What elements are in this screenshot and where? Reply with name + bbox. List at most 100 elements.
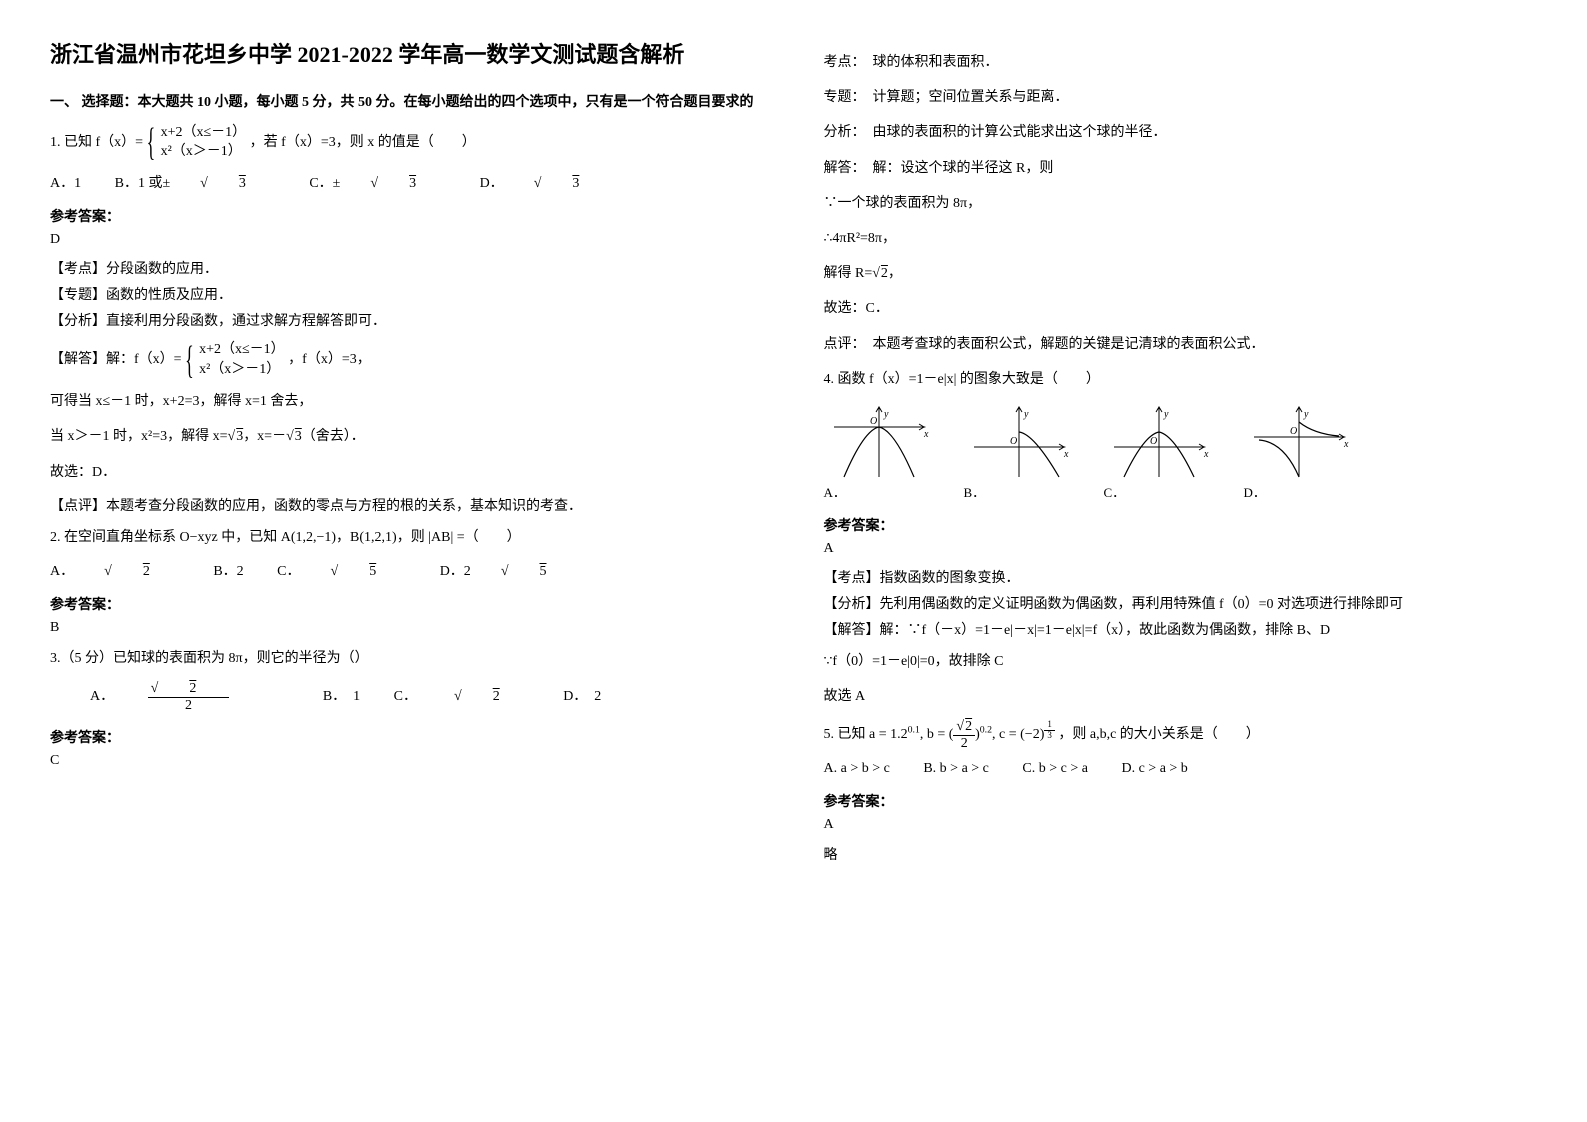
q5-b-exp: 0.2	[980, 725, 992, 736]
q3-answer-label: 参考答案：	[50, 727, 764, 747]
q1-options: A．1 B．1 或±3 C．±3 D．3	[50, 172, 764, 192]
q3-step2: ∴4πR²=8π，	[824, 226, 1538, 251]
q2-opt-c-pre: C．	[277, 564, 300, 579]
q3-dianping: 点评： 本题考查球的表面积公式，解题的关键是记清球的表面积公式．	[824, 332, 1538, 357]
q3-so: 故选：C．	[824, 296, 1538, 321]
q2-opt-d-pre: D．2	[440, 564, 471, 579]
q4-graph-a: y x O A．	[824, 402, 934, 501]
q4-graph-b: y x O B．	[964, 402, 1074, 501]
sqrt-icon	[872, 266, 880, 281]
q1-jd-lead: 【解答】解：f（x）=	[50, 352, 182, 367]
q2-opt-a-pre: A．	[50, 564, 74, 579]
left-column: 浙江省温州市花坦乡中学 2021-2022 学年高一数学文测试题含解析 一、 选…	[50, 40, 764, 878]
q2-options: A．2 B．2 C． 5 D．2 5	[50, 560, 764, 580]
q5-b-frac: 22	[953, 719, 975, 751]
sqrt-icon	[534, 176, 542, 191]
q1-jd-piece-b: x²（x＞－1）	[199, 360, 285, 380]
q1-jd-piecewise: x+2（x≤－1） x²（x＞－1）	[185, 340, 285, 379]
q5-tail: ，则 a,b,c 的大小关系是（ ）	[1058, 727, 1259, 742]
q2-opt-d-sqrt: 5	[539, 564, 547, 580]
q3-step3-sqrt: 2	[880, 261, 888, 286]
q3-opt-d: D． 2	[563, 689, 601, 704]
q1-step2: 当 x＞－1 时，x²=3，解得 x=3，x=－3（舍去）．	[50, 424, 764, 449]
q1-lead: 1. 已知 f（x）=	[50, 135, 143, 150]
q1-stem: 1. 已知 f（x）= x+2（x≤－1） x²（x＞－1） ，若 f（x）=3…	[50, 123, 764, 162]
q1-piece-a: x+2（x≤－1）	[161, 123, 247, 143]
q1-jd-piece-a: x+2（x≤－1）	[199, 340, 285, 360]
graph-b-svg: y x O	[964, 402, 1074, 482]
q4-jieda: 【解答】解：∵f（－x）=1－e|－x|=1－e|x|=f（x），故此函数为偶函…	[824, 619, 1538, 639]
q3-options: A． 2 2 B． 1 C． 2 D． 2	[50, 681, 764, 713]
q1-step2-b: ，x=－	[243, 429, 286, 444]
sqrt-icon	[454, 689, 462, 704]
q1-opt-b-sqrt: 3	[238, 176, 246, 192]
q2-answer-label: 参考答案：	[50, 594, 764, 614]
q5-opt-c: C. b > c > a	[1022, 761, 1088, 776]
q1-opt-d-sqrt: 3	[571, 176, 579, 192]
q5-answer: A	[824, 817, 1538, 833]
q1-piecewise: x+2（x≤－1） x²（x＞－1）	[147, 123, 247, 162]
q1-opt-c-pre: C．±	[309, 176, 340, 191]
right-column: 考点： 球的体积和表面积． 专题： 计算题；空间位置关系与距离． 分析： 由球的…	[824, 40, 1538, 878]
q1-fenxi: 【分析】直接利用分段函数，通过求解方程解答即可．	[50, 310, 764, 330]
q2-opt-a: A．2	[50, 564, 183, 579]
q4-stem: 4. 函数 f（x）=1－e|x| 的图象大致是（ ）	[824, 367, 1538, 392]
q4-label-b: B．	[964, 485, 986, 500]
q1-step2-c: （舍去）．	[302, 429, 365, 444]
q2-stem: 2. 在空间直角坐标系 O−xyz 中，已知 A(1,2,−1)，B(1,2,1…	[50, 525, 764, 550]
svg-text:x: x	[923, 429, 929, 440]
q3-opt-a-frac: 2 2	[148, 681, 260, 713]
q3-opt-a-num: 2	[148, 681, 230, 697]
sqrt-icon	[331, 564, 339, 579]
q4-so: 故选 A	[824, 684, 1538, 709]
q1-piece-b: x²（x＞－1）	[161, 142, 247, 162]
q4-label-d: D．	[1244, 485, 1266, 500]
q2-answer: B	[50, 620, 764, 636]
q1-kaodian: 【考点】分段函数的应用．	[50, 258, 764, 278]
q5-opt-d: D. c > a > b	[1121, 761, 1187, 776]
svg-text:x: x	[1343, 439, 1349, 450]
svg-text:y: y	[1023, 409, 1029, 420]
sqrt-icon	[956, 719, 964, 734]
q4-answer-label: 参考答案：	[824, 515, 1538, 535]
sqrt-icon	[228, 429, 236, 444]
svg-text:O: O	[1010, 436, 1017, 447]
q4-label-a: A．	[824, 485, 846, 500]
q5-a: a = 1.20.1	[869, 727, 920, 742]
q3-answer: C	[50, 753, 764, 769]
q3-step3: 解得 R=2，	[824, 261, 1538, 286]
q1-tail: ，若 f（x）=3，则 x 的值是（ ）	[250, 135, 476, 150]
sqrt-icon	[501, 564, 509, 579]
q5-lead: 5. 已知	[824, 727, 866, 742]
svg-text:O: O	[870, 416, 877, 427]
graph-c-svg: y x O	[1104, 402, 1214, 482]
q3-zhuanti: 专题： 计算题；空间位置关系与距离．	[824, 85, 1538, 110]
q1-opt-c-sqrt: 3	[408, 176, 416, 192]
q4-graph-d: y x O D．	[1244, 402, 1354, 501]
q3-kaodian: 考点： 球的体积和表面积．	[824, 50, 1538, 75]
q5-answer-label: 参考答案：	[824, 791, 1538, 811]
q3-opt-a-den: 2	[148, 698, 230, 713]
q4-step1: ∵f（0）=1－e|0|=0，故排除 C	[824, 649, 1538, 674]
q2-opt-b: B．2	[213, 564, 243, 579]
sqrt-icon	[286, 429, 294, 444]
q5-note: 略	[824, 843, 1538, 868]
sqrt-icon	[104, 564, 112, 579]
q4-label-c: C．	[1104, 485, 1126, 500]
q5-a-exp: 0.1	[908, 725, 920, 736]
q2-opt-c: C． 5	[277, 564, 410, 579]
q5-c-pre: , c = (−2)	[992, 727, 1044, 742]
q4-answer: A	[824, 541, 1538, 557]
sqrt-icon	[200, 176, 208, 191]
q5-b-num-sqrt: 2	[964, 719, 972, 734]
q2-opt-c-sqrt: 5	[368, 564, 376, 580]
q1-step2-a: 当 x＞－1 时，x²=3，解得 x=	[50, 429, 228, 444]
svg-text:y: y	[1163, 409, 1169, 420]
q1-so: 故选：D．	[50, 460, 764, 485]
q1-step2-sqrt2: 3	[294, 424, 302, 449]
svg-text:O: O	[1150, 436, 1157, 447]
q4-kaodian: 【考点】指数函数的图象变换．	[824, 567, 1538, 587]
graph-a-svg: y x O	[824, 402, 934, 482]
q1-opt-b-pre: B．1 或±	[115, 176, 171, 191]
svg-text:O: O	[1290, 426, 1297, 437]
